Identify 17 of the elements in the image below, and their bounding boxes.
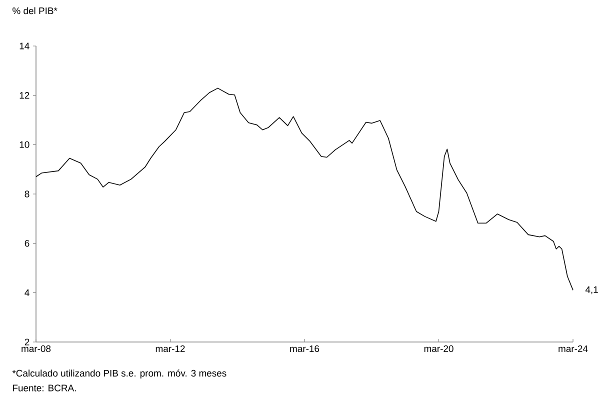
x-tick-label: mar-08 [22, 345, 51, 352]
y-tick-label: 14 [20, 42, 30, 50]
x-tick-label: mar-16 [290, 345, 320, 352]
annotation: 4,1 [585, 286, 598, 294]
y-axis-title: % del PIB* [12, 7, 58, 14]
x-tick-label: mar-24 [558, 345, 588, 352]
x-tick-label: mar-12 [156, 345, 185, 352]
y-tick-label: 10 [20, 141, 30, 148]
text: *Calculado utilizando PIB s.e. prom. móv. 3 meses [12, 370, 226, 378]
line-series [36, 88, 574, 291]
source-note: Fuente: BCRA. [12, 384, 76, 392]
y-tick-label: 6 [24, 240, 30, 247]
y-tick-label: 8 [24, 190, 30, 198]
y-tick-label: 2 [24, 338, 30, 346]
x-tick-label: mar-20 [424, 345, 454, 352]
y-tick-label: 12 [20, 92, 30, 99]
y-tick-label: 4 [24, 289, 30, 296]
